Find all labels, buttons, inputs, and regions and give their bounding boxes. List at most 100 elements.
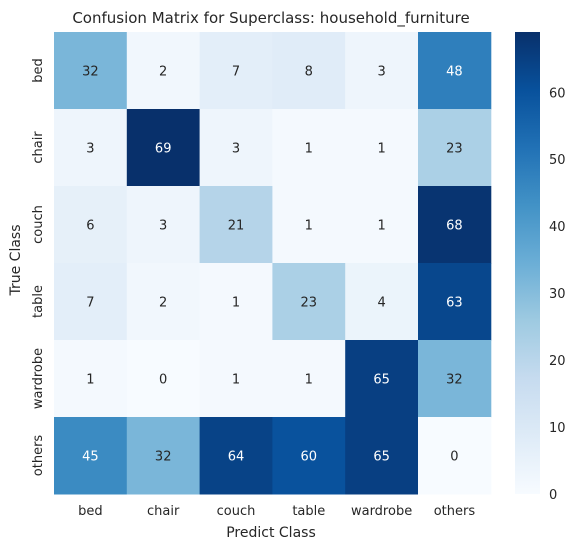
cell-value-label: 1 xyxy=(232,296,240,311)
x-tick-label: bed xyxy=(78,504,103,519)
heatmap-cell xyxy=(418,109,492,187)
heatmap-cell xyxy=(126,109,201,187)
cell-value-label: 69 xyxy=(155,142,172,157)
colorbar-tick-label: 50 xyxy=(549,153,566,168)
y-tick-label: couch xyxy=(31,205,46,244)
x-axis-label: Predict Class xyxy=(226,525,316,541)
heatmap-cell xyxy=(199,109,273,187)
cell-value-label: 6 xyxy=(86,219,94,234)
heatmap-cell xyxy=(272,417,346,495)
cell-value-label: 1 xyxy=(305,142,313,157)
heatmap-cell xyxy=(418,340,492,418)
cell-value-label: 2 xyxy=(159,296,167,311)
cell-value-label: 23 xyxy=(301,296,318,311)
heatmap-cell xyxy=(345,417,419,495)
colorbar-tick-label: 10 xyxy=(549,421,566,436)
cell-value-label: 21 xyxy=(228,219,245,234)
cell-value-label: 7 xyxy=(86,296,94,311)
x-tick-label: wardrobe xyxy=(351,504,412,519)
heatmap-cells: 32 2 7 8 3 483 69 3 1 1 236 3 21 1 1 687 2 1 23 4 631 0 1 1 65 32… xyxy=(54,32,492,495)
cell-value-label: 1 xyxy=(305,219,313,234)
heatmap-cell xyxy=(54,417,128,495)
heatmap-cell xyxy=(345,263,419,341)
y-axis-label: True Class xyxy=(8,224,24,296)
cell-value-label: 1 xyxy=(305,373,313,388)
heatmap-cell xyxy=(345,109,419,187)
x-tick-label: couch xyxy=(217,504,256,519)
y-tick-labels: bed chair couch table wardrobe others xyxy=(31,58,46,476)
heatmap-cell xyxy=(345,32,419,110)
heatmap-cell xyxy=(126,340,201,418)
colorbar-tick-label: 40 xyxy=(549,220,566,235)
x-tick-label: others xyxy=(434,504,476,519)
heatmap-cell xyxy=(54,340,128,418)
y-tick-label: bed xyxy=(31,58,46,83)
cell-value-label: 32 xyxy=(82,65,99,80)
cell-value-label: 8 xyxy=(305,65,313,80)
colorbar-tick-label: 60 xyxy=(549,86,566,101)
heatmap-cell xyxy=(418,32,492,110)
colorbar-tick-label: 20 xyxy=(549,354,566,369)
cell-value-label: 1 xyxy=(377,219,385,234)
cell-value-label: 1 xyxy=(232,373,240,388)
heatmap-cell xyxy=(199,32,273,110)
chart-title: Confusion Matrix for Superclass: househo… xyxy=(72,9,469,28)
cell-value-label: 2 xyxy=(159,65,167,80)
cell-value-label: 63 xyxy=(446,296,463,311)
x-tick-label: table xyxy=(292,504,325,519)
y-tick-label: others xyxy=(31,435,46,477)
cell-value-label: 7 xyxy=(232,65,240,80)
cell-value-label: 3 xyxy=(159,219,167,234)
heatmap-cell xyxy=(126,186,201,264)
cell-value-label: 32 xyxy=(446,373,463,388)
cell-value-label: 48 xyxy=(446,65,463,80)
cell-value-label: 0 xyxy=(159,373,167,388)
cell-value-label: 45 xyxy=(82,450,99,465)
heatmap-cell xyxy=(126,263,201,341)
cell-value-label: 1 xyxy=(86,373,94,388)
heatmap-cell xyxy=(272,263,346,341)
y-tick-label: chair xyxy=(31,131,46,164)
heatmap-cell xyxy=(418,263,492,341)
heatmap-cell xyxy=(199,340,273,418)
colorbar-ticks: 0 10 20 30 40 50 60 xyxy=(549,86,566,503)
heatmap-cell xyxy=(199,186,273,264)
cell-value-label: 65 xyxy=(373,450,390,465)
heatmap-cell xyxy=(54,263,128,341)
heatmap-cell xyxy=(54,32,128,110)
y-tick-label: wardrobe xyxy=(31,348,46,409)
cell-value-label: 3 xyxy=(86,142,94,157)
colorbar-tick-label: 0 xyxy=(549,488,557,503)
heatmap-cell xyxy=(126,417,201,495)
cell-value-label: 1 xyxy=(377,142,385,157)
heatmap-cell xyxy=(418,417,492,495)
heatmap-cell xyxy=(272,186,346,264)
x-tick-labels: bed chair couch table wardrobe others xyxy=(78,504,475,519)
cell-value-label: 0 xyxy=(450,450,458,465)
cell-value-label: 68 xyxy=(446,219,463,234)
heatmap-cell xyxy=(199,263,273,341)
cell-value-label: 32 xyxy=(155,450,172,465)
heatmap-cell xyxy=(126,32,201,110)
cell-value-label: 60 xyxy=(301,450,318,465)
cell-value-label: 3 xyxy=(232,142,240,157)
heatmap-cell xyxy=(345,340,419,418)
y-tick-label: table xyxy=(31,285,46,318)
heatmap-cell xyxy=(345,186,419,264)
cell-value-label: 64 xyxy=(228,450,245,465)
colorbar xyxy=(515,32,540,494)
x-tick-label: chair xyxy=(147,504,180,519)
heatmap-cell xyxy=(272,340,346,418)
heatmap-cell xyxy=(418,186,492,264)
cell-value-label: 23 xyxy=(446,142,463,157)
cell-value-label: 3 xyxy=(377,65,385,80)
colorbar-tick-label: 30 xyxy=(549,287,566,302)
cell-value-label: 65 xyxy=(373,373,390,388)
heatmap-cell xyxy=(272,32,346,110)
heatmap-cell xyxy=(272,109,346,187)
heatmap-cell xyxy=(54,186,128,264)
heatmap-cell xyxy=(199,417,273,495)
cell-value-label: 4 xyxy=(377,296,385,311)
heatmap-cell xyxy=(54,109,128,187)
